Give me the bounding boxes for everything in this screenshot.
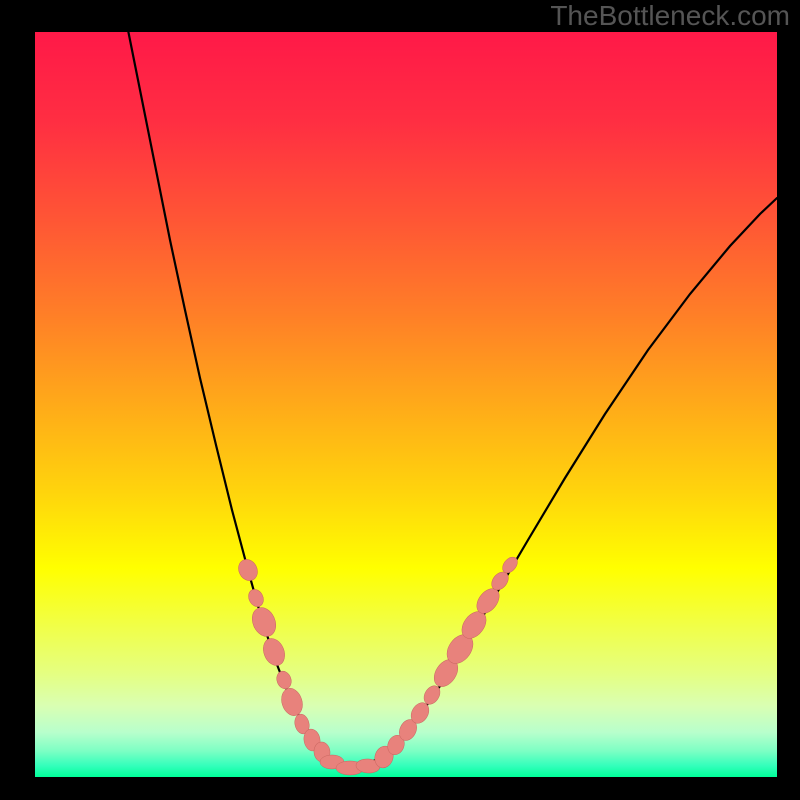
chart-stage: TheBottleneck.com bbox=[0, 0, 800, 800]
plot-background bbox=[35, 32, 777, 777]
chart-svg bbox=[0, 0, 800, 800]
watermark: TheBottleneck.com bbox=[550, 0, 790, 32]
